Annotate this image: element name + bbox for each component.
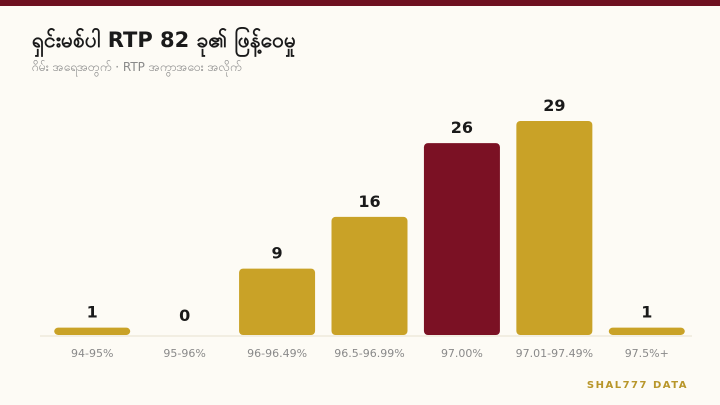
x-tick-label: 97.5%+ <box>625 347 669 360</box>
bar <box>608 327 685 335</box>
x-tick-label: 96.5-96.99% <box>334 347 404 360</box>
x-tick-label: 94-95% <box>71 347 113 360</box>
value-label: 1 <box>641 303 652 322</box>
x-tick-label: 97.00% <box>441 347 483 360</box>
value-label: 0 <box>179 306 190 325</box>
top-band <box>0 0 720 6</box>
x-tick-label: 95-96% <box>163 347 205 360</box>
value-label: 26 <box>451 118 473 137</box>
footer: SHAL777 DATA <box>587 380 688 391</box>
x-tick-label: 96-96.49% <box>247 347 307 360</box>
bar <box>239 268 316 335</box>
value-label: 9 <box>272 244 283 263</box>
chart-subtitle: ဂိမ်း အရေအတွက် · RTP အကွာအဝေး အလိုက် <box>32 59 242 77</box>
x-tick-label: 97.01-97.49% <box>516 347 593 360</box>
value-label: 1 <box>87 303 98 322</box>
value-label: 29 <box>543 96 565 115</box>
bar <box>331 216 408 335</box>
bar <box>516 121 593 335</box>
chart-title: ရှင်းမစ်ပါ RTP 82 ခု၏ ဖြန့်ဝေမှု <box>32 25 296 58</box>
bar <box>423 143 500 335</box>
value-label: 16 <box>358 192 380 211</box>
bar <box>54 327 131 335</box>
